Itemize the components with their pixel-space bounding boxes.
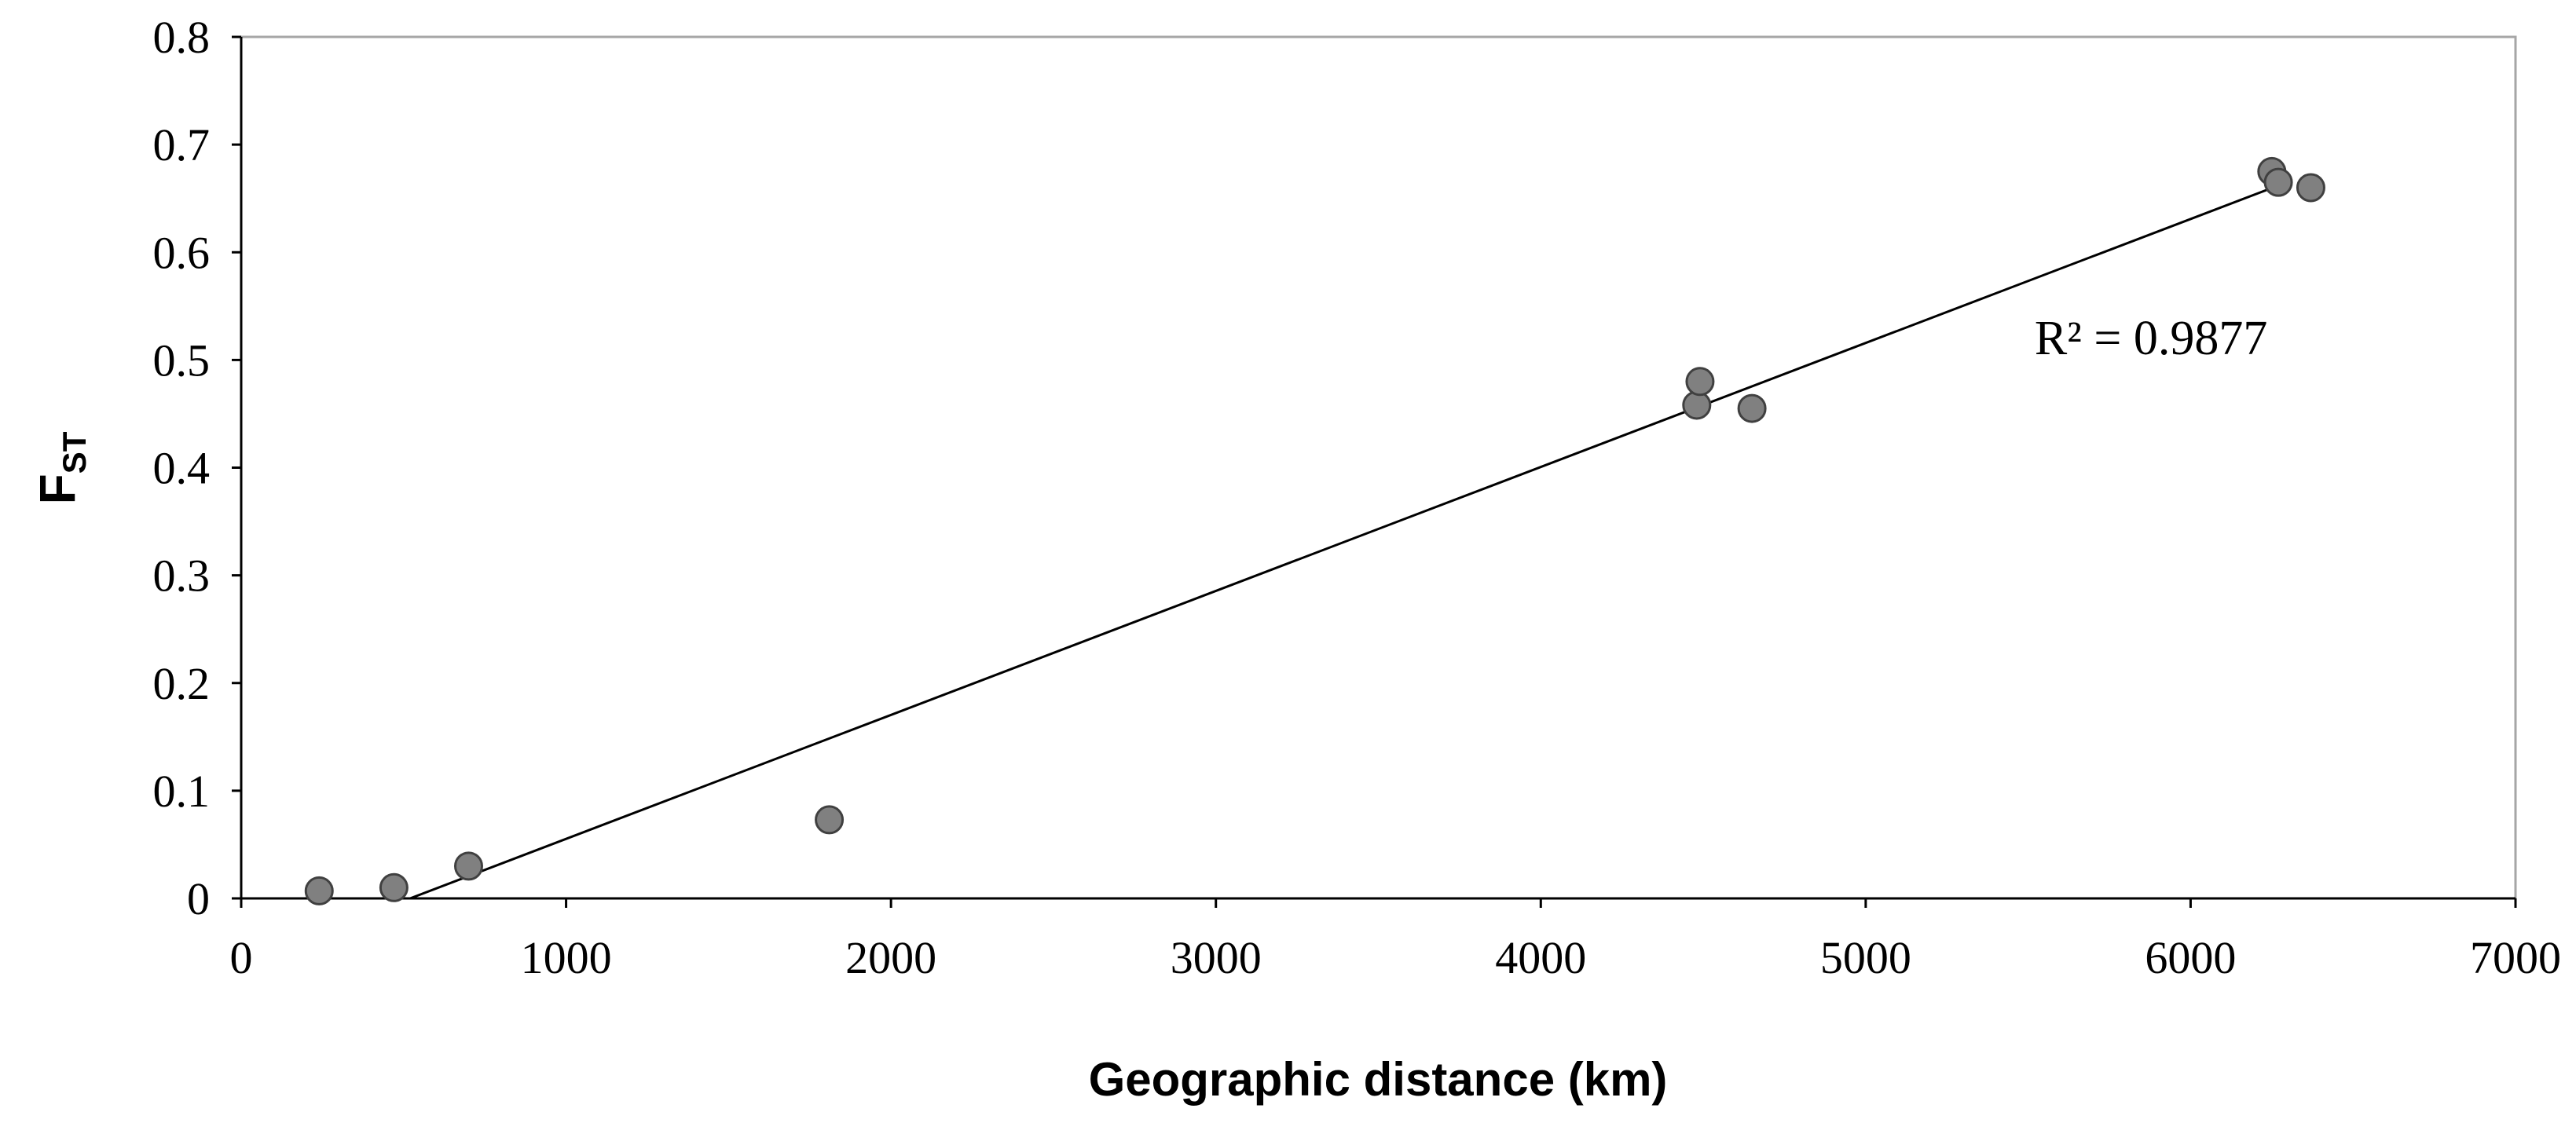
y-tick-label: 0.7	[153, 119, 211, 170]
x-tick-label: 1000	[521, 932, 612, 983]
x-axis-label: Geographic distance (km)	[1089, 1053, 1668, 1106]
data-point	[454, 851, 483, 881]
y-tick-label: 0	[187, 873, 210, 924]
plot-frame	[240, 35, 2517, 900]
x-tick-label: 6000	[2145, 932, 2236, 983]
x-tick-label: 2000	[845, 932, 936, 983]
y-tick-label: 0.5	[153, 335, 211, 386]
y-tick-label: 0.1	[153, 766, 211, 817]
y-axis-label-sub: ST	[56, 431, 93, 474]
y-tick-label: 0.4	[153, 443, 211, 494]
y-tick-label: 0.6	[153, 227, 211, 278]
data-points	[304, 156, 2325, 905]
x-ticks: 0 1000 2000 3000 4000 5000 6000 7000	[230, 898, 2561, 983]
data-point	[1682, 390, 1712, 420]
y-tick-label: 0.8	[153, 12, 211, 63]
trendline	[409, 184, 2279, 900]
r-squared-annotation: R² = 0.9877	[2035, 312, 2267, 365]
x-tick-label: 3000	[1171, 932, 1262, 983]
data-point	[2296, 173, 2325, 203]
data-point	[815, 805, 845, 835]
x-tick-label: 0	[230, 932, 253, 983]
x-tick-label: 4000	[1495, 932, 1586, 983]
data-point	[1685, 367, 1715, 397]
data-point	[1737, 393, 1767, 423]
x-tick-label: 7000	[2470, 932, 2561, 983]
y-tick-label: 0.2	[153, 658, 211, 709]
data-point	[304, 876, 334, 905]
y-tick-label: 0.3	[153, 551, 211, 602]
x-tick-label: 5000	[1820, 932, 1911, 983]
y-axis-label: FST	[29, 431, 93, 504]
data-point	[2263, 167, 2293, 197]
y-axis-label-main: F	[29, 474, 86, 504]
y-ticks: 0 0.1 0.2 0.3 0.4 0.5 0.6 0.7 0.8	[153, 12, 241, 924]
data-point	[379, 872, 409, 902]
svg-text:FST: FST	[29, 431, 93, 504]
